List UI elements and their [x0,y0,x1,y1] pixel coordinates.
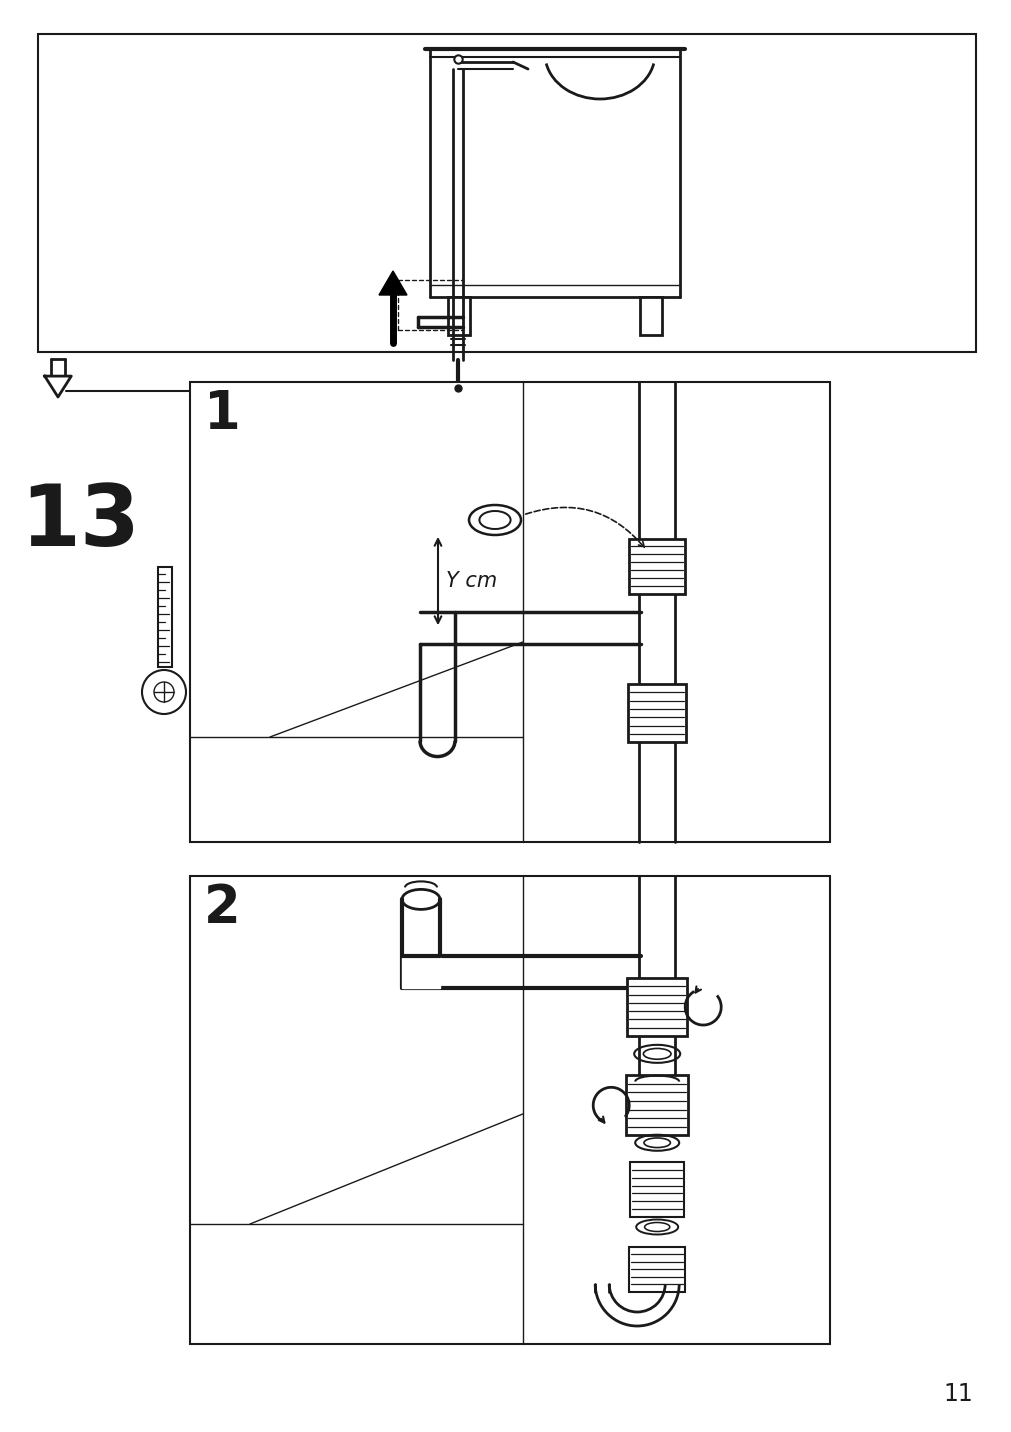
Polygon shape [401,955,440,988]
Text: 1: 1 [203,388,241,440]
Polygon shape [44,377,71,397]
Bar [626,1075,687,1136]
Bar [190,382,829,842]
Bar [38,34,975,352]
Bar [629,1247,684,1292]
Text: Y cm: Y cm [446,571,496,591]
Bar [629,538,684,593]
Bar [628,684,685,742]
Bar [448,296,469,335]
Bar [158,567,172,667]
Text: 11: 11 [942,1382,972,1406]
Text: 2: 2 [203,882,241,934]
Bar [630,1161,683,1217]
Text: 13: 13 [20,481,140,564]
Bar [639,296,661,335]
Polygon shape [379,271,406,295]
Bar [190,876,829,1345]
Bar [627,978,686,1035]
